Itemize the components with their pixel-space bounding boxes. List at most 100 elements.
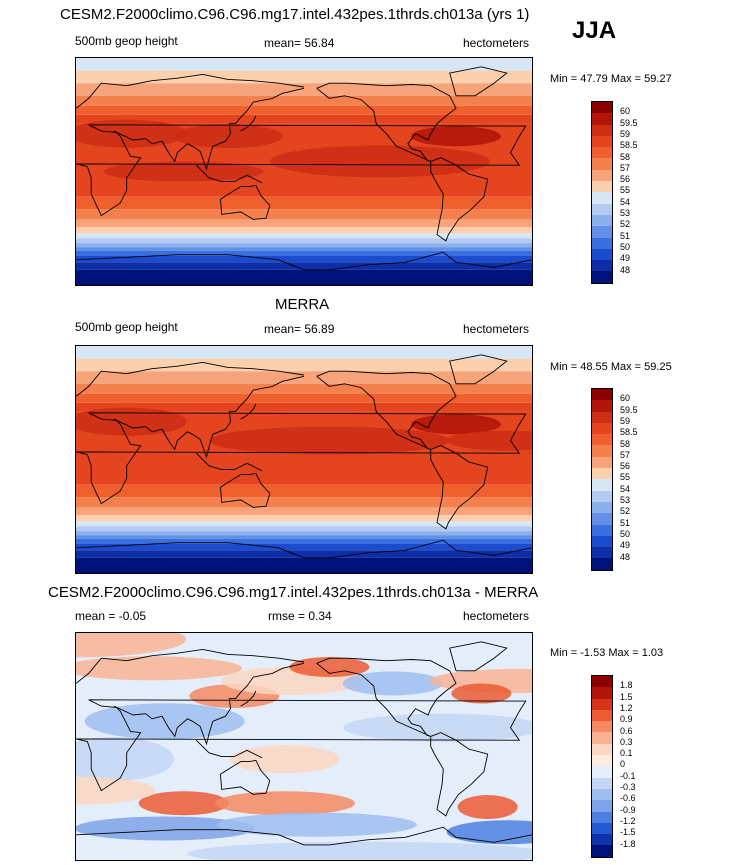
colorbar-tick-label: 1.5 [620, 691, 633, 702]
coastline [76, 73, 305, 109]
coastline [76, 124, 527, 217]
coastline [316, 82, 457, 162]
coastline [195, 452, 263, 472]
colorbar-swatch [592, 445, 612, 457]
coastline [76, 648, 305, 684]
panel2-units: hectometers [463, 322, 530, 336]
colorbar-swatch [592, 755, 612, 767]
colorbar-swatch [592, 468, 612, 480]
anomaly-region [138, 791, 229, 816]
contour-band [76, 250, 532, 256]
contour-band [76, 543, 532, 551]
contour-band [76, 262, 532, 270]
colorbar-swatch [592, 687, 612, 699]
map-canvas [76, 346, 532, 573]
coastline [76, 826, 532, 846]
contour-band [76, 557, 532, 573]
colorbar-tick-label: 60 [620, 393, 631, 404]
colorbar-tick-label: 51 [620, 517, 631, 528]
colorbar-tick-label: 58.5 [620, 140, 638, 151]
colorbar-tick-label: 52 [620, 506, 631, 517]
coastline [316, 657, 457, 737]
contour-band [76, 371, 532, 384]
panel1-mean: mean= 56.84 [264, 36, 335, 50]
contour-band [76, 383, 532, 394]
colorbar-tick-label: -0.9 [620, 804, 636, 815]
colorbar-tick-label: 51 [620, 230, 631, 241]
colorbar-swatch [592, 513, 612, 525]
colorbar-swatch [592, 709, 612, 722]
colorbar-tick-label: 58 [620, 438, 631, 449]
colorbar-swatch [592, 113, 612, 125]
colorbar-swatch [592, 158, 612, 170]
contour-band [76, 247, 532, 251]
contour-band [76, 219, 532, 227]
colorbar-tick-label: 1.2 [620, 702, 633, 713]
panel3-map [75, 632, 533, 861]
anomaly-region [76, 737, 174, 782]
colorbar-swatch [592, 203, 612, 215]
contour-band [76, 526, 532, 532]
colorbar-swatch [592, 124, 612, 136]
colorbar-swatch [592, 422, 612, 435]
anomaly-region [76, 776, 156, 805]
colorbar-tick-label: 0.6 [620, 725, 633, 736]
contour-band [76, 550, 532, 558]
panel1-minmax: Min = 47.79 Max = 59.27 [550, 73, 672, 85]
contour-maximum [209, 426, 450, 455]
colorbar-swatch [592, 389, 612, 401]
colorbar-tick-label: 50 [620, 241, 631, 252]
coastline [76, 251, 532, 271]
colorbar-swatch [592, 547, 612, 559]
anomaly-region [187, 841, 532, 860]
contour-maximum [173, 124, 283, 149]
colorbar-tick-label: 59 [620, 128, 631, 139]
colorbar-swatch [592, 226, 612, 238]
panel2-map [75, 345, 533, 574]
colorbar-tick-label: -0.6 [620, 793, 636, 804]
panel3-colorbar [591, 675, 613, 858]
contour-band [76, 70, 532, 84]
colorbar-swatch [592, 169, 612, 182]
contour-maximum [411, 414, 501, 435]
colorbar-tick-label: 53 [620, 208, 631, 218]
colorbar-swatch [592, 811, 612, 823]
colorbar-swatch [592, 558, 612, 570]
colorbar-tick-label: 52 [620, 219, 631, 230]
anomaly-region [216, 812, 417, 837]
panel3-rmse: rmse = 0.34 [268, 609, 332, 623]
contour-band [76, 114, 532, 124]
colorbar-tick-label: 57 [620, 162, 631, 173]
coastline [430, 445, 489, 530]
colorbar-tick-label: -0.1 [620, 770, 636, 781]
contour-maximum [103, 161, 264, 182]
contour-band [76, 538, 532, 544]
colorbar-tick-label: 48 [620, 551, 631, 562]
contour-band [76, 83, 532, 96]
coastline [240, 690, 257, 707]
contour-band [76, 484, 532, 498]
colorbar-tick-label: 58 [620, 151, 631, 162]
colorbar-tick-label: 0.1 [620, 748, 633, 759]
colorbar-tick-label: 59.5 [620, 404, 638, 415]
colorbar-swatch [592, 237, 612, 249]
map-canvas [76, 633, 532, 860]
colorbar-swatch [592, 788, 612, 801]
panel2-title: MERRA [275, 296, 330, 313]
contour-band [76, 238, 532, 244]
contour-maximum [76, 407, 187, 436]
contour-maximum [76, 119, 187, 148]
colorbar-tick-label: 54 [620, 483, 631, 494]
panel2-variable-label: 500mb geop height [75, 320, 178, 334]
anomaly-region [446, 820, 532, 845]
coastline [219, 759, 271, 795]
coastline [76, 361, 305, 397]
colorbar-swatch [592, 845, 612, 857]
contour-band [76, 346, 532, 359]
colorbar-tick-label: 59.5 [620, 117, 638, 128]
colorbar-swatch [592, 214, 612, 227]
colorbar-tick-label: 48 [620, 264, 631, 275]
anomaly-region [451, 683, 512, 704]
contour-band [76, 358, 532, 372]
colorbar-swatch [592, 524, 612, 536]
